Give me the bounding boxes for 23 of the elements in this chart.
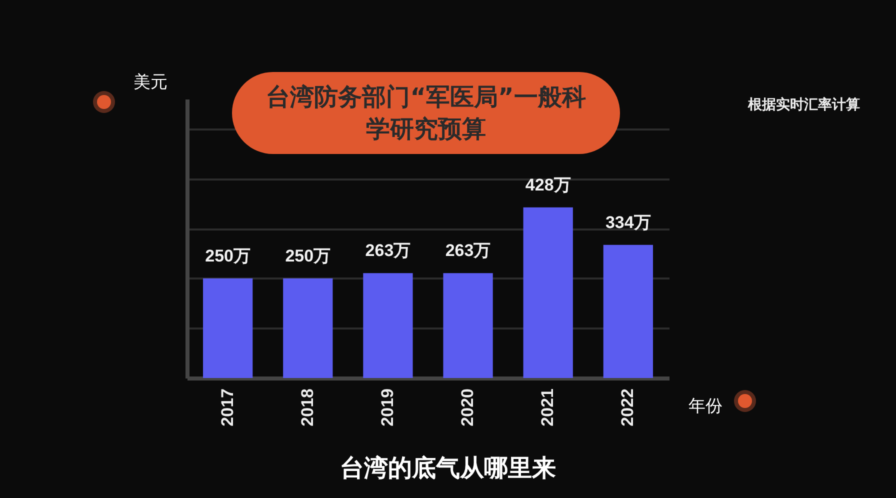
- x-tick-label: 2020: [458, 388, 478, 426]
- data-label: 263万: [445, 241, 491, 260]
- bar: [523, 207, 573, 378]
- x-tick-label: 2022: [618, 388, 638, 426]
- data-label: 334万: [605, 212, 651, 232]
- x-tick-label: 2017: [218, 388, 237, 426]
- bar: [283, 278, 333, 378]
- bar: [443, 273, 493, 378]
- x-tick-label: 2018: [298, 388, 317, 426]
- text: 台湾的底气从哪里来: [339, 453, 557, 484]
- data-label: 250万: [285, 246, 331, 266]
- bar: [203, 278, 253, 378]
- data-label: 250万: [205, 246, 251, 266]
- bar: [603, 244, 653, 378]
- chart-title: 台湾防务部门“军医局”一般科学研究预算: [232, 72, 620, 154]
- x-axis-title: 年份: [688, 396, 722, 416]
- bar: [363, 273, 413, 378]
- text: 根据实时汇率计算: [748, 96, 860, 114]
- data-label: 263万: [365, 241, 411, 260]
- x-tick-label: 2021: [538, 388, 558, 426]
- data-label: 428万: [525, 175, 571, 194]
- x-tick-label: 2019: [378, 388, 397, 426]
- y-axis-title: 美元: [134, 72, 168, 92]
